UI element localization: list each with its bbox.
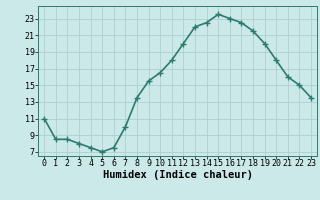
X-axis label: Humidex (Indice chaleur): Humidex (Indice chaleur) — [103, 170, 252, 180]
